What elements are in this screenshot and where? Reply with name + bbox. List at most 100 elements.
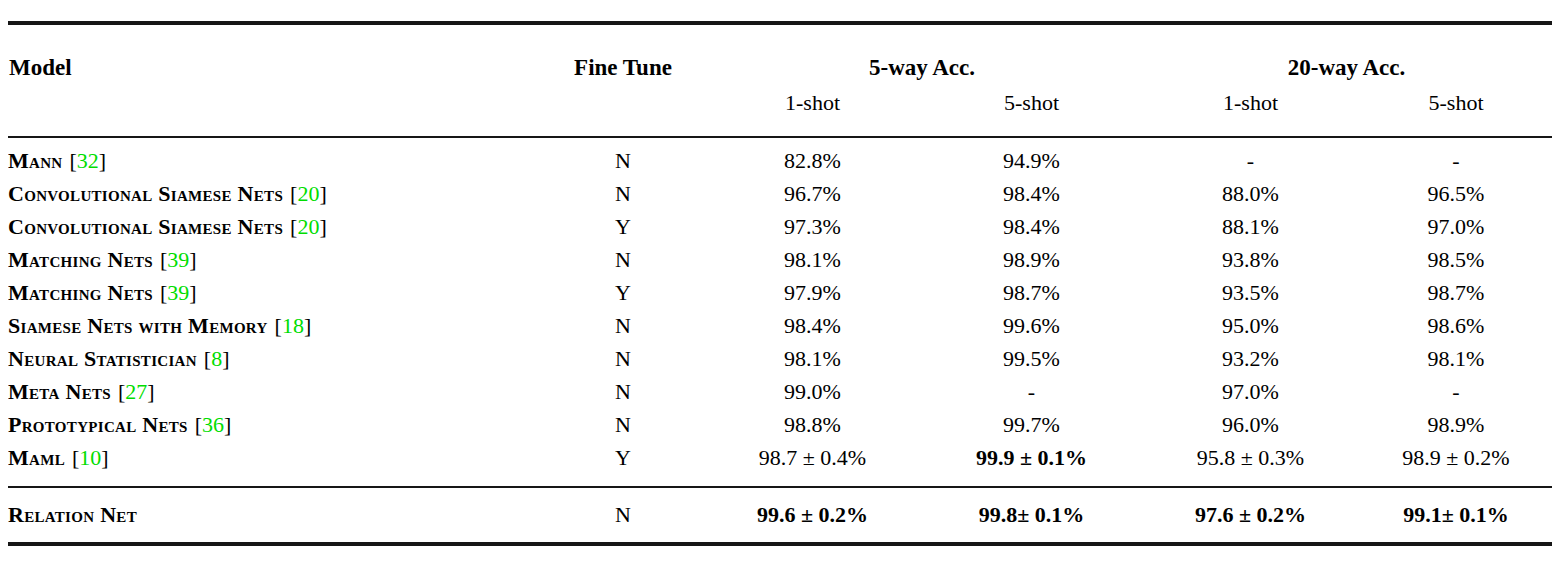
acc-cell: 94.9%	[922, 137, 1141, 177]
acc-cell: -	[1141, 137, 1360, 177]
acc-cell: -	[1360, 375, 1552, 408]
citation-number: 39	[167, 280, 189, 305]
acc-cell: 97.3%	[703, 210, 922, 243]
fine-tune-cell: N	[543, 309, 703, 342]
citation-number: 18	[282, 313, 304, 338]
citation-link[interactable]: [39]	[160, 247, 197, 272]
table-header: Model Fine Tune 5-way Acc. 20-way Acc. 1…	[8, 23, 1552, 137]
results-table: Model Fine Tune 5-way Acc. 20-way Acc. 1…	[8, 21, 1552, 546]
table-row-prototypical: Prototypical Nets [36] N 98.8% 99.7% 96.0…	[8, 408, 1552, 441]
acc-cell: 97.9%	[703, 276, 922, 309]
citation-number: 27	[125, 379, 147, 404]
acc-cell: 98.8%	[703, 408, 922, 441]
citation-link[interactable]: [36]	[195, 412, 232, 437]
table-footer-section: Relation Net N 99.6 ± 0.2% 99.8± 0.1% 97…	[8, 487, 1552, 544]
header-5way-5shot: 5-shot	[922, 89, 1141, 137]
acc-cell: 99.6%	[922, 309, 1141, 342]
acc-cell: 98.1%	[1360, 342, 1552, 375]
acc-cell: 95.8 ± 0.3%	[1141, 441, 1360, 487]
paper-table-region: Model Fine Tune 5-way Acc. 20-way Acc. 1…	[8, 0, 1552, 546]
acc-cell: 98.7 ± 0.4%	[703, 441, 922, 487]
citation-number: 36	[202, 412, 224, 437]
model-name: Maml	[8, 445, 65, 470]
header-fine-tune: Fine Tune	[543, 23, 703, 137]
acc-cell: 97.0%	[1360, 210, 1552, 243]
acc-cell: 99.9 ± 0.1%	[922, 441, 1141, 487]
acc-cell: 98.1%	[703, 342, 922, 375]
table-row-matching-y: Matching Nets[39] Y 97.9% 98.7% 93.5% 98…	[8, 276, 1552, 309]
table-body: Mann [32] N 82.8% 94.9% - - Convolutional…	[8, 137, 1552, 487]
fine-tune-cell: Y	[543, 441, 703, 487]
header-5way-acc: 5-way Acc.	[703, 23, 1141, 89]
model-name: Matching Nets	[8, 247, 153, 272]
acc-cell: 96.5%	[1360, 177, 1552, 210]
model-name: Matching Nets	[8, 280, 153, 305]
header-20way-acc: 20-way Acc.	[1141, 23, 1552, 89]
citation-link[interactable]: [39]	[160, 280, 197, 305]
table-row-conv-siamese-n: Convolutional Siamese Nets [20] N 96.7% 9…	[8, 177, 1552, 210]
acc-cell: -	[1360, 137, 1552, 177]
fine-tune-cell: N	[543, 243, 703, 276]
model-name: Mann	[8, 148, 62, 173]
citation-link[interactable]: [18]	[275, 313, 312, 338]
acc-cell: 98.9%	[922, 243, 1141, 276]
header-20way-5shot: 5-shot	[1360, 89, 1552, 137]
model-name: Meta Nets	[8, 379, 111, 404]
acc-cell: 98.7%	[922, 276, 1141, 309]
citation-link[interactable]: [20]	[290, 181, 327, 206]
acc-cell: 82.8%	[703, 137, 922, 177]
header-20way-1shot: 1-shot	[1141, 89, 1360, 137]
fine-tune-cell: N	[543, 408, 703, 441]
citation-link[interactable]: [10]	[72, 445, 109, 470]
citation-number: 20	[297, 181, 319, 206]
acc-cell: 97.0%	[1141, 375, 1360, 408]
fine-tune-cell: Y	[543, 210, 703, 243]
fine-tune-cell: N	[543, 137, 703, 177]
header-model: Model	[8, 23, 543, 137]
acc-cell: 98.9 ± 0.2%	[1360, 441, 1552, 487]
fine-tune-cell: N	[543, 342, 703, 375]
acc-cell: -	[922, 375, 1141, 408]
model-name: Convolutional Siamese Nets	[8, 214, 283, 239]
citation-number: 20	[297, 214, 319, 239]
model-name: Siamese Nets with Memory	[8, 313, 268, 338]
acc-cell: 99.5%	[922, 342, 1141, 375]
model-name: Prototypical Nets	[8, 412, 188, 437]
model-name: Convolutional Siamese Nets	[8, 181, 283, 206]
acc-cell: 96.0%	[1141, 408, 1360, 441]
acc-cell: 98.4%	[922, 210, 1141, 243]
fine-tune-cell: N	[543, 177, 703, 210]
citation-link[interactable]: [20]	[290, 214, 327, 239]
citation-link[interactable]: [27]	[118, 379, 155, 404]
model-name: Neural Statistician	[8, 346, 197, 371]
fine-tune-cell: N	[543, 487, 703, 544]
citation-number: 39	[167, 247, 189, 272]
table-row-matching-n: Matching Nets[39] N 98.1% 98.9% 93.8% 98…	[8, 243, 1552, 276]
acc-cell: 99.8± 0.1%	[922, 487, 1141, 544]
acc-cell: 99.6 ± 0.2%	[703, 487, 922, 544]
acc-cell: 97.6 ± 0.2%	[1141, 487, 1360, 544]
acc-cell: 99.7%	[922, 408, 1141, 441]
acc-cell: 88.1%	[1141, 210, 1360, 243]
table-row-mann: Mann [32] N 82.8% 94.9% - -	[8, 137, 1552, 177]
table-row-conv-siamese-y: Convolutional Siamese Nets [20] Y 97.3% 9…	[8, 210, 1552, 243]
acc-cell: 98.6%	[1360, 309, 1552, 342]
citation-link[interactable]: [8]	[204, 346, 230, 371]
citation-link[interactable]: [32]	[69, 148, 106, 173]
model-name: Relation Net	[8, 502, 137, 527]
acc-cell: 96.7%	[703, 177, 922, 210]
citation-number: 32	[77, 148, 99, 173]
acc-cell: 93.5%	[1141, 276, 1360, 309]
acc-cell: 98.9%	[1360, 408, 1552, 441]
acc-cell: 93.8%	[1141, 243, 1360, 276]
fine-tune-cell: N	[543, 375, 703, 408]
acc-cell: 88.0%	[1141, 177, 1360, 210]
table-row-meta-nets: Meta Nets[27] N 99.0% - 97.0% -	[8, 375, 1552, 408]
citation-number: 8	[211, 346, 222, 371]
acc-cell: 98.7%	[1360, 276, 1552, 309]
table-row-maml: Maml [10] Y 98.7 ± 0.4% 99.9 ± 0.1% 95.8 …	[8, 441, 1552, 487]
table-row-siamese-memory: Siamese Nets with Memory[18] N 98.4% 99.…	[8, 309, 1552, 342]
table-row-neural-statistician: Neural Statistician[8] N 98.1% 99.5% 93.…	[8, 342, 1552, 375]
citation-number: 10	[79, 445, 101, 470]
table-row-relation-net: Relation Net N 99.6 ± 0.2% 99.8± 0.1% 97…	[8, 487, 1552, 544]
